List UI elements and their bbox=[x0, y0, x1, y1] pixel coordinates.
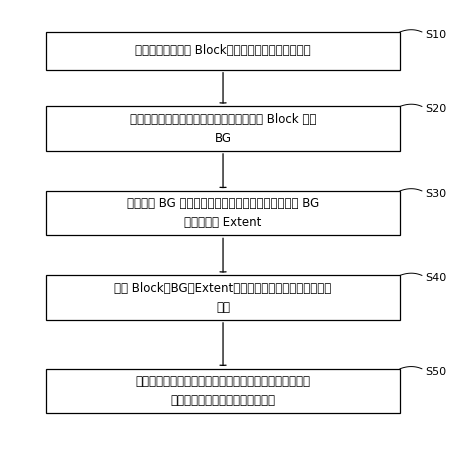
Text: S30: S30 bbox=[426, 189, 447, 199]
Bar bbox=[46, 32, 400, 70]
Text: S40: S40 bbox=[426, 273, 447, 283]
Text: 基于所述 BG 组成存储池，并在所述存储池中将所述 BG
切割成多个 Extent: 基于所述 BG 组成存储池，并在所述存储池中将所述 BG 切割成多个 Exten… bbox=[127, 197, 319, 229]
Bar bbox=[46, 369, 400, 413]
Text: 将磁盘分片编码成 Block，并为所述磁盘分配故障域: 将磁盘分片编码成 Block，并为所述磁盘分配故障域 bbox=[135, 44, 311, 58]
Text: S50: S50 bbox=[426, 366, 447, 376]
Text: S10: S10 bbox=[426, 30, 447, 40]
Text: 记录 Block、BG、Extent、存储池与磁盘物理区块的映射
关系: 记录 Block、BG、Extent、存储池与磁盘物理区块的映射 关系 bbox=[114, 282, 332, 313]
Bar bbox=[46, 275, 400, 320]
Text: 根据数据冗余规则将多个故障域中的磁盘的 Block 组成
BG: 根据数据冗余规则将多个故障域中的磁盘的 Block 组成 BG bbox=[130, 113, 316, 145]
Text: S20: S20 bbox=[426, 104, 447, 114]
Bar bbox=[46, 106, 400, 151]
Text: 响应于有数据写入，将数据写入对应的磁盘物理区块，并
记录数据写入信息到所述映射关系: 响应于有数据写入，将数据写入对应的磁盘物理区块，并 记录数据写入信息到所述映射关… bbox=[136, 375, 310, 407]
Bar bbox=[46, 191, 400, 236]
